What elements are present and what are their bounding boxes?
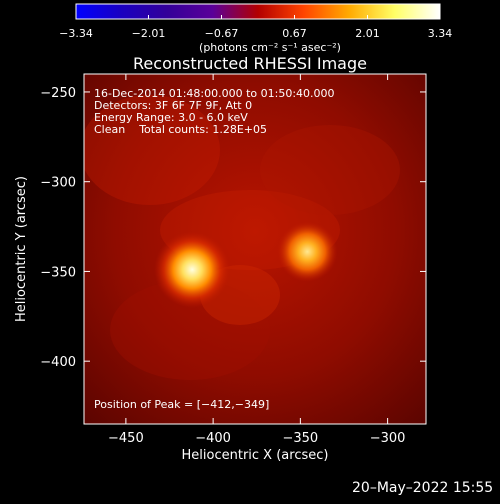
hxr-source xyxy=(154,231,231,308)
y-axis-label: Heliocentric Y (arcsec) xyxy=(14,176,29,322)
colorbar-tick-label: 3.34 xyxy=(428,27,453,40)
x-tick-label: −300 xyxy=(370,431,406,446)
hxr-source xyxy=(277,221,338,282)
annotation-total-counts: Clean Total counts: 1.28E+05 xyxy=(94,123,267,136)
y-tick-label: −300 xyxy=(40,176,76,191)
y-tick-label: −400 xyxy=(40,355,76,370)
colorbar-tick-label: −2.01 xyxy=(132,27,166,40)
annotation-detectors: Detectors: 3F 6F 7F 9F, Att 0 xyxy=(94,99,252,112)
observation-annotations: 16-Dec-2014 01:48:00.000 to 01:50:40.000… xyxy=(94,87,335,136)
colorbar-ticks: −3.34 −2.01 −0.67 0.67 2.01 3.34 xyxy=(59,15,452,40)
colorbar-unit-label: (photons cm⁻² s⁻¹ asec⁻²) xyxy=(199,41,341,54)
hxr-sources xyxy=(154,221,338,308)
y-axis-ticks: −250 −300 −350 −400 xyxy=(40,86,426,370)
annotation-time-range: 16-Dec-2014 01:48:00.000 to 01:50:40.000 xyxy=(94,87,335,100)
y-tick-label: −250 xyxy=(40,86,76,101)
peak-position-label: Position of Peak = [−412,−349] xyxy=(94,398,269,411)
x-tick-label: −450 xyxy=(108,431,144,446)
plot-title: Reconstructed RHESSI Image xyxy=(133,54,367,73)
x-tick-label: −350 xyxy=(283,431,319,446)
y-tick-label: −350 xyxy=(40,265,76,280)
colorbar-tick-label: −3.34 xyxy=(59,27,93,40)
colorbar: −3.34 −2.01 −0.67 0.67 2.01 3.34 (photons cm⁻… xyxy=(59,3,452,54)
plot-frame xyxy=(83,73,427,425)
x-axis-ticks: −450 −400 −350 −300 xyxy=(108,74,405,446)
colorbar-tick-label: −0.67 xyxy=(205,27,239,40)
colorbar-tick-label: 2.01 xyxy=(355,27,380,40)
x-axis-label: Heliocentric X (arcsec) xyxy=(182,448,329,463)
colorbar-gradient xyxy=(75,3,441,20)
colorbar-tick-label: 0.67 xyxy=(282,27,307,40)
solar-image xyxy=(84,74,426,424)
x-tick-label: −400 xyxy=(195,431,231,446)
timestamp: 20–May–2022 15:55 xyxy=(352,480,494,496)
annotation-energy-range: Energy Range: 3.0 - 6.0 keV xyxy=(94,111,248,124)
